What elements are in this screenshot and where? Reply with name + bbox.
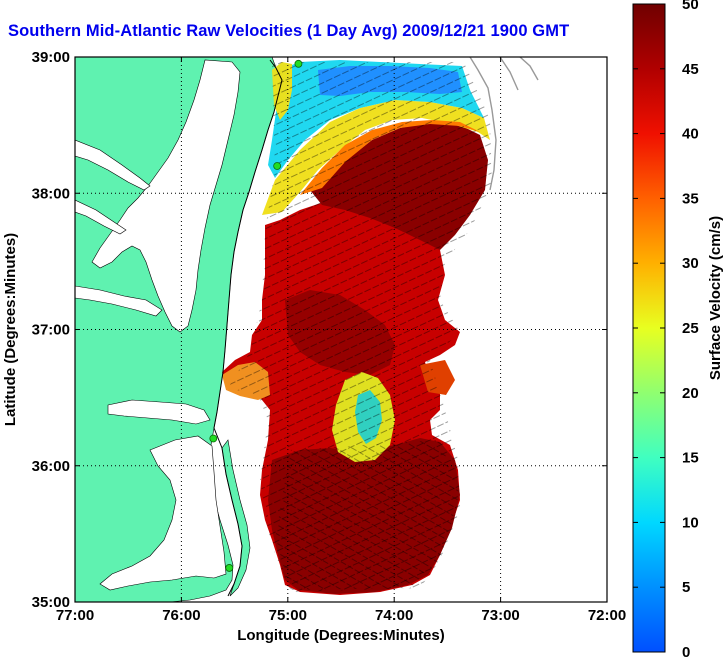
- colorbar-tick-label: 50: [682, 0, 699, 13]
- x-tick-label: 73:00: [481, 607, 519, 624]
- bathymetry-contour-1: [469, 57, 497, 191]
- bathymetry-contour-3: [519, 57, 539, 81]
- y-tick-label: 37:00: [32, 322, 70, 339]
- chesapeake-bay: [91, 59, 241, 333]
- potomac-river: [75, 139, 151, 191]
- colorbar-tick-label: 45: [682, 61, 699, 78]
- tick-marks: [74, 56, 608, 603]
- coastline-delmarva: [228, 59, 283, 301]
- albemarle-sound: [107, 399, 211, 425]
- colorbar-tick-label: 20: [682, 385, 699, 402]
- colorbar-tick-label: 30: [682, 255, 699, 272]
- colorbar-tick-labels: 0 5 10 15 20 25 30 35 40 45 50: [633, 0, 699, 659]
- colorbar-label: Surface Velocity (cm/s): [707, 216, 724, 380]
- colorbar-tick-label: 25: [682, 320, 699, 337]
- chart-title: Southern Mid-Atlantic Raw Velocities (1 …: [8, 22, 570, 40]
- colorbar-tick-label: 35: [682, 190, 699, 207]
- x-axis-label: Longitude (Degrees:Minutes): [237, 627, 445, 644]
- x-tick-label: 72:00: [588, 607, 626, 624]
- station-marker: [225, 564, 234, 572]
- y-tick-label: 36:00: [32, 458, 70, 475]
- colorbar-tick-label: 40: [682, 126, 699, 143]
- y-tick-label: 39:00: [32, 49, 70, 66]
- station-marker: [273, 162, 282, 170]
- velocity-field: [222, 60, 492, 595]
- grid-lines: [75, 57, 607, 602]
- x-tick-labels: 77:00 76:00 75:00 74:00 73:00 72:00: [56, 607, 626, 624]
- x-tick-label: 77:00: [56, 607, 94, 624]
- y-tick-label: 38:00: [32, 185, 70, 202]
- x-tick-label: 75:00: [269, 607, 307, 624]
- station-marker: [209, 434, 218, 443]
- james-river: [75, 285, 163, 317]
- colorbar-tick-label: 5: [682, 579, 690, 596]
- velocity-arrows-south: [275, 440, 460, 590]
- coastline-nc: [213, 299, 243, 597]
- y-tick-labels: 39:00 38:00 37:00 36:00 35:00: [32, 49, 70, 611]
- rappahannock-river: [75, 199, 127, 235]
- x-tick-label: 74:00: [375, 607, 413, 624]
- station-marker: [294, 59, 303, 68]
- y-axis-label: Latitude (Degrees:Minutes): [2, 233, 19, 426]
- pamlico-sound: [99, 435, 227, 591]
- x-tick-label: 76:00: [162, 607, 200, 624]
- hf-radar-stations: [209, 59, 303, 572]
- bathymetry-contour-2: [499, 57, 519, 91]
- colorbar: [632, 3, 666, 653]
- colorbar-tick-label: 0: [682, 644, 690, 659]
- colorbar-tick-label: 10: [682, 514, 699, 531]
- colorbar-tick-label: 15: [682, 450, 699, 467]
- y-tick-label: 35:00: [32, 594, 70, 611]
